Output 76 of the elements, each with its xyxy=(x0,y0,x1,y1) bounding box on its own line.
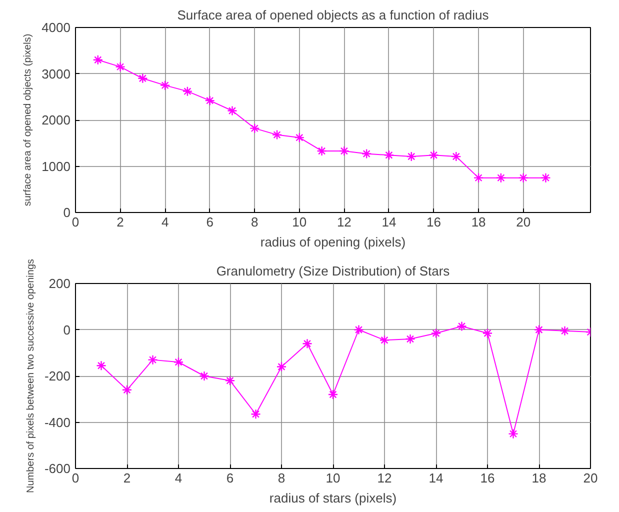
point xyxy=(173,357,184,368)
x-axis-title: radius of opening (pixels) xyxy=(260,234,406,250)
x-tick-label: 14 xyxy=(382,214,396,230)
x-tick-label: 10 xyxy=(326,470,340,486)
x-tick-label: 8 xyxy=(251,214,258,230)
y-tick-label: -200 xyxy=(44,368,71,384)
point xyxy=(482,328,493,338)
point xyxy=(250,409,261,420)
point xyxy=(227,106,238,116)
point xyxy=(96,360,106,371)
point xyxy=(160,80,170,90)
y-tick-label: 2000 xyxy=(42,112,70,128)
y-tick-label: 1000 xyxy=(42,158,70,174)
x-tick-label: 10 xyxy=(292,214,307,230)
point xyxy=(540,172,551,183)
y-axis-title: surface area of opened objects (pixels) xyxy=(22,34,34,206)
point xyxy=(451,151,462,162)
x-tick-label: 16 xyxy=(426,214,441,230)
chart-title: Surface area of opened objects as a function of radius xyxy=(177,8,490,22)
point xyxy=(294,132,305,143)
point xyxy=(405,334,416,344)
x-tick-label: 12 xyxy=(336,214,352,230)
point xyxy=(339,146,350,156)
point xyxy=(534,324,544,335)
x-tick-label: 12 xyxy=(377,470,392,486)
point xyxy=(138,73,148,84)
y-tick-label: 0 xyxy=(63,322,71,338)
x-tick-label: 6 xyxy=(226,470,234,486)
point xyxy=(122,384,132,395)
point xyxy=(204,95,215,106)
y-tick-label: 0 xyxy=(63,205,71,220)
x-tick-label: 6 xyxy=(206,214,214,230)
point xyxy=(496,172,506,183)
point xyxy=(302,338,312,349)
y-tick-label: 3000 xyxy=(42,66,70,82)
point xyxy=(276,362,287,372)
point xyxy=(518,172,528,183)
chart-title: Granulometry (Size Distribution) of Stars xyxy=(216,264,450,278)
x-tick-label: 2 xyxy=(123,470,131,486)
y-tick-label: -600 xyxy=(44,461,71,476)
point xyxy=(473,172,484,183)
y-tick-label: -400 xyxy=(44,414,71,430)
point xyxy=(115,62,126,72)
point xyxy=(272,130,282,140)
point xyxy=(379,335,390,346)
point xyxy=(316,146,327,156)
x-tick-label: 18 xyxy=(532,470,546,486)
point xyxy=(354,324,364,335)
point xyxy=(430,328,442,338)
point xyxy=(148,354,158,365)
point xyxy=(508,428,518,439)
x-tick-label: 14 xyxy=(428,470,444,486)
y-tick-label: 200 xyxy=(48,276,71,291)
point xyxy=(182,86,193,96)
x-tick-label: 20 xyxy=(516,214,531,230)
point xyxy=(361,148,372,159)
point xyxy=(92,54,103,65)
x-tick-label: 20 xyxy=(583,470,598,486)
point xyxy=(406,151,416,162)
point xyxy=(456,321,467,332)
x-tick-label: 18 xyxy=(471,214,486,230)
x-tick-label: 16 xyxy=(480,470,495,486)
point xyxy=(199,370,210,382)
x-axis-title: radius of stars (pixels) xyxy=(269,490,397,506)
point xyxy=(384,150,394,160)
x-tick-label: 2 xyxy=(116,214,124,230)
point xyxy=(560,326,570,336)
point xyxy=(250,123,260,134)
x-tick-label: 4 xyxy=(161,214,169,230)
x-tick-label: 8 xyxy=(278,470,286,486)
x-tick-label: 4 xyxy=(174,470,182,486)
y-tick-label: 4000 xyxy=(42,20,70,35)
point xyxy=(428,150,439,160)
point xyxy=(224,376,236,386)
point xyxy=(328,389,338,400)
y-axis-title: Numbers of pixels between two successive openings xyxy=(25,258,36,494)
